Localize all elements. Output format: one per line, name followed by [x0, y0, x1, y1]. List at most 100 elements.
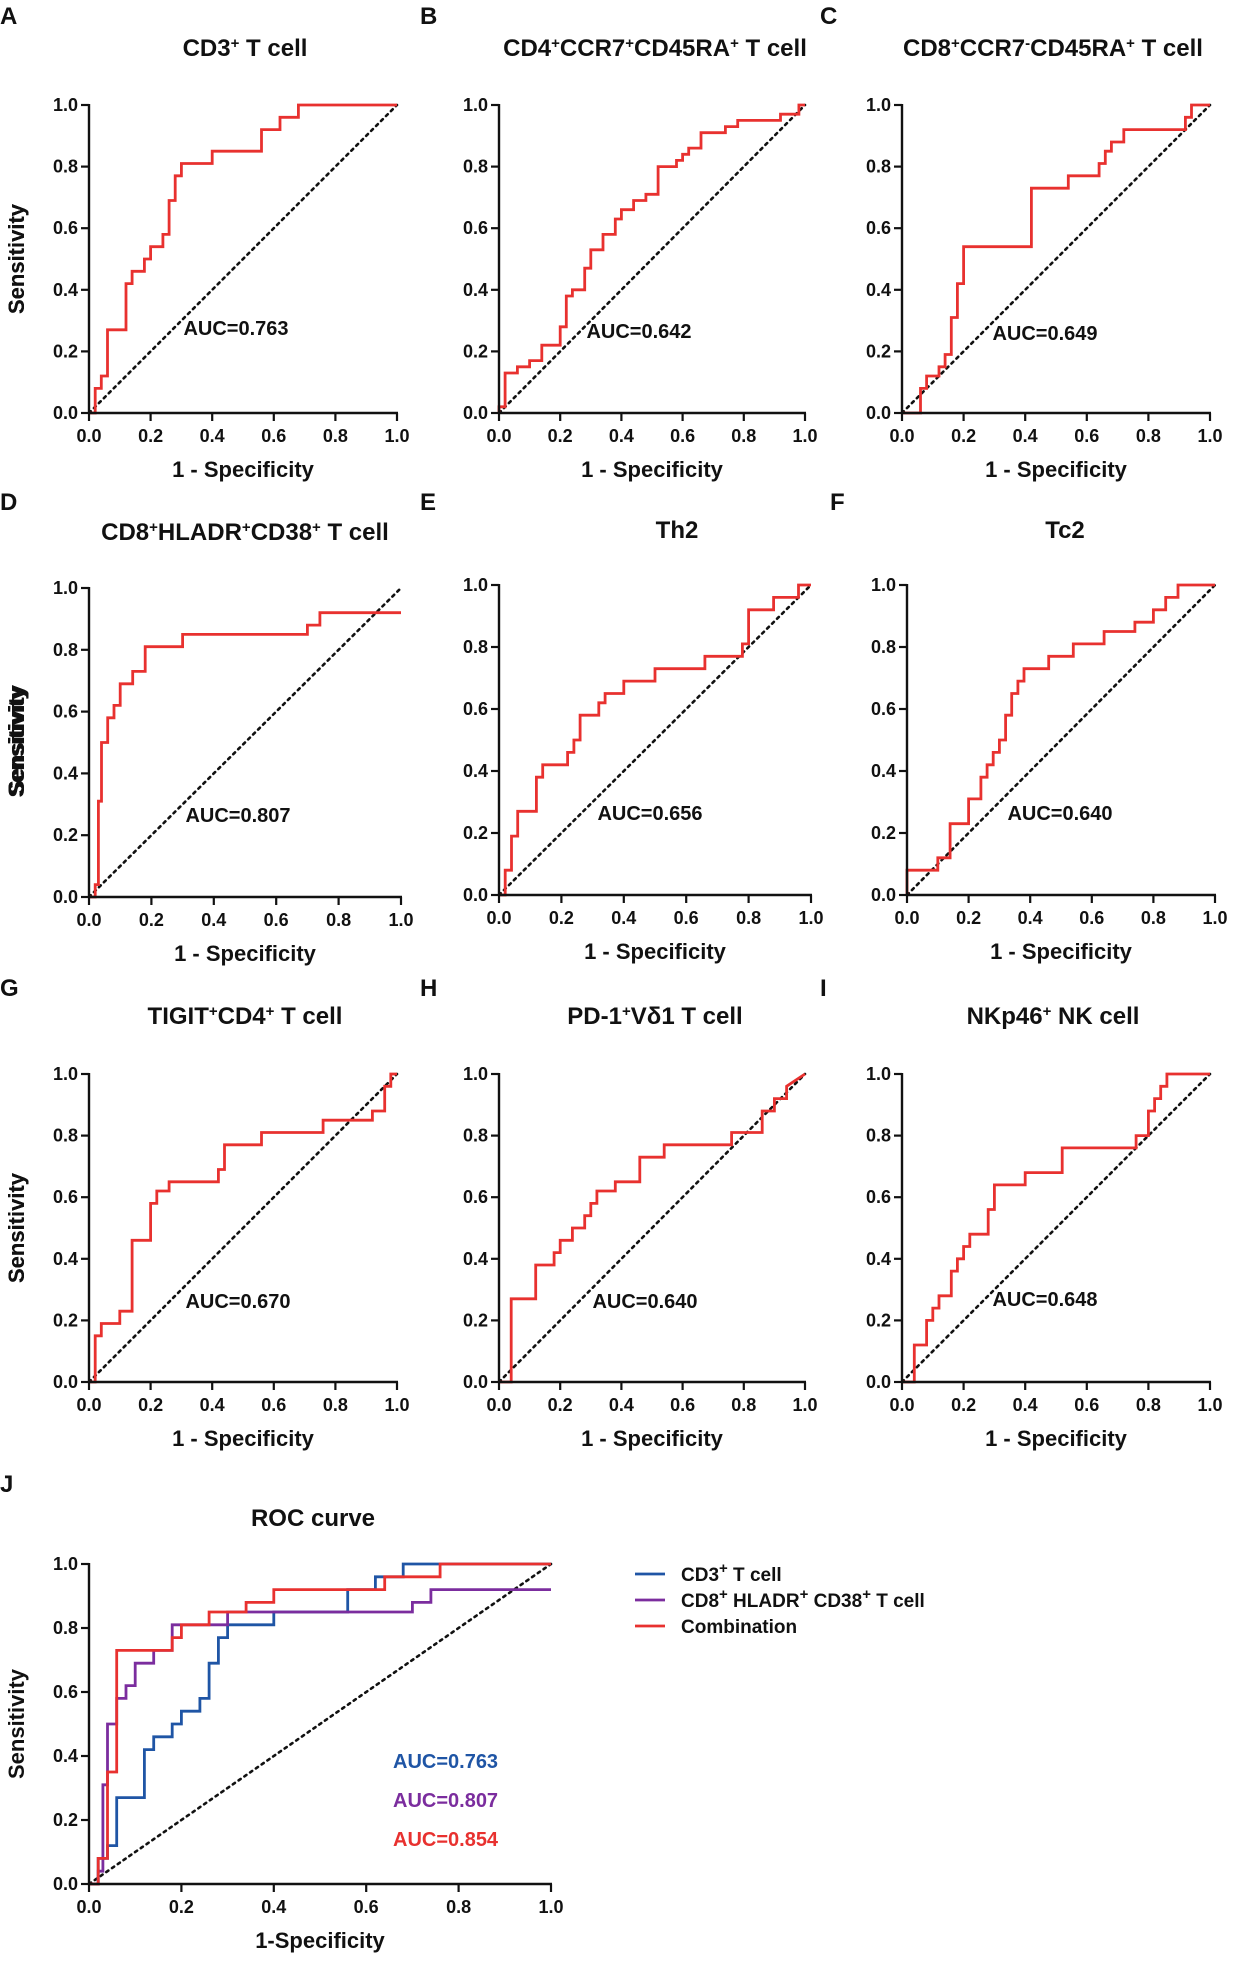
y-tick-label: 0.0 [866, 403, 891, 423]
x-tick-label: 0.6 [261, 1395, 286, 1415]
y-tick-label: 0.8 [871, 637, 896, 657]
y-tick-label: 0.0 [463, 885, 488, 905]
auc-label: AUC=0.670 [185, 1291, 290, 1313]
auc-label: AUC=0.642 [586, 321, 691, 343]
y-tick-label: 0.8 [463, 157, 488, 177]
chart-title-part: - [1025, 35, 1030, 52]
legend-label-part: CD38 [808, 1591, 862, 1612]
y-axis-label: Sensitivity [4, 203, 29, 314]
y-axis-label: Sensitivity [4, 1668, 29, 1779]
roc-line-1 [497, 103, 805, 413]
x-tick-label: 0.0 [486, 908, 511, 928]
y-axis-label: Sensitivity [4, 684, 29, 795]
x-tick-label: 1.0 [792, 426, 817, 446]
x-tick-label: 0.2 [548, 1395, 573, 1415]
chart-title: CD3+ T cell [183, 35, 308, 63]
panel-letter: D [0, 489, 17, 516]
y-tick-label: 0.2 [463, 341, 488, 361]
y-tick-label: 0.8 [866, 157, 891, 177]
panel-letter: A [0, 3, 17, 30]
chart-title-part: + [266, 1003, 275, 1020]
y-axis-label: Sensitivity [4, 687, 29, 798]
x-tick-label: 0.0 [76, 910, 101, 930]
chart-title-part: PD-1 [567, 1003, 622, 1030]
auc-label: AUC=0.763 [183, 318, 288, 340]
y-tick-label: 0.0 [871, 885, 896, 905]
y-tick-label: 0.4 [463, 1249, 488, 1269]
chart-title: PD-1+Vδ1 T cell [567, 1003, 742, 1031]
roc-line-1 [902, 103, 1210, 415]
x-axis-label: 1 - Specificity [990, 939, 1133, 964]
y-tick-label: 1.0 [53, 95, 78, 115]
y-tick-label: 0.0 [53, 1874, 78, 1894]
x-tick-label: 0.8 [731, 426, 756, 446]
x-tick-label: 0.4 [200, 426, 225, 446]
x-tick-label: 0.0 [76, 426, 101, 446]
reference-diagonal [900, 1072, 1212, 1384]
y-tick-label: 0.4 [53, 1746, 78, 1766]
y-tick-label: 0.4 [866, 1249, 891, 1269]
x-tick-label: 0.8 [1141, 908, 1166, 928]
y-tick-label: 0.2 [53, 341, 78, 361]
y-tick-label: 0.0 [53, 403, 78, 423]
y-axis-label: Sensitivity [4, 1172, 29, 1283]
y-tick-label: 1.0 [53, 578, 78, 598]
x-tick-label: 0.8 [323, 426, 348, 446]
reference-diagonal [497, 1072, 807, 1384]
x-tick-label: 0.2 [549, 908, 574, 928]
legend-label-part: T cell [728, 1565, 782, 1586]
auc-label: AUC=0.656 [597, 803, 702, 825]
y-tick-label: 0.4 [53, 1249, 78, 1269]
x-axis-label: 1 - Specificity [581, 457, 724, 482]
x-tick-label: 0.0 [76, 1897, 101, 1917]
x-tick-label: 0.2 [548, 426, 573, 446]
chart-title-part: + [551, 35, 560, 52]
y-tick-label: 0.4 [53, 763, 78, 783]
x-tick-label: 0.6 [1079, 908, 1104, 928]
chart-title-part: + [622, 1003, 631, 1020]
chart-title-part: + [1126, 35, 1135, 52]
x-tick-label: 0.4 [609, 426, 634, 446]
reference-diagonal [87, 1072, 399, 1384]
reference-diagonal [497, 583, 813, 897]
y-tick-label: 0.0 [463, 1372, 488, 1392]
x-tick-label: 0.6 [264, 910, 289, 930]
y-tick-label: 0.2 [463, 823, 488, 843]
x-tick-label: 0.8 [736, 908, 761, 928]
x-tick-label: 0.2 [951, 1395, 976, 1415]
x-tick-label: 0.8 [323, 1395, 348, 1415]
y-axis-label: Sensitivity [4, 684, 29, 795]
y-tick-label: 0.6 [866, 1187, 891, 1207]
x-tick-label: 0.4 [611, 908, 636, 928]
chart-title-part: T cell [739, 35, 807, 62]
y-tick-label: 0.2 [53, 1810, 78, 1830]
x-tick-label: 1.0 [388, 910, 413, 930]
y-tick-label: 0.8 [53, 1126, 78, 1146]
y-tick-label: 0.0 [463, 403, 488, 423]
reference-diagonal [497, 103, 807, 415]
chart-title-part: NKp46 [967, 1003, 1043, 1030]
x-tick-label: 0.0 [889, 1395, 914, 1415]
panel-a: A CD3+ T cell 0.0 0.2 0.4 0.6 0.8 1.0 0.0 0.2 0.4 0… [0, 3, 410, 482]
x-axis-label: 1 - Specificity [172, 1426, 315, 1451]
x-tick-label: 0.8 [731, 1395, 756, 1415]
y-axis-label: Sensitivity [4, 203, 29, 314]
x-tick-label: 0.6 [674, 908, 699, 928]
y-tick-label: 0.0 [866, 1372, 891, 1392]
legend-label: CD8+ HLADR+ CD38+ T cell [681, 1586, 925, 1613]
chart-title-part: + [231, 35, 240, 52]
panel-letter: I [820, 975, 827, 1002]
legend-label: Combination [681, 1617, 797, 1638]
y-tick-label: 0.0 [53, 887, 78, 907]
x-tick-label: 1.0 [384, 426, 409, 446]
chart-title-part: CD4 [218, 1003, 267, 1030]
x-axis-label: 1 - Specificity [174, 941, 317, 966]
x-tick-label: 1.0 [1197, 426, 1222, 446]
chart-title: ROC curve [251, 1505, 375, 1532]
legend-label: CD3+ T cell [681, 1560, 782, 1587]
y-tick-label: 0.6 [463, 1187, 488, 1207]
